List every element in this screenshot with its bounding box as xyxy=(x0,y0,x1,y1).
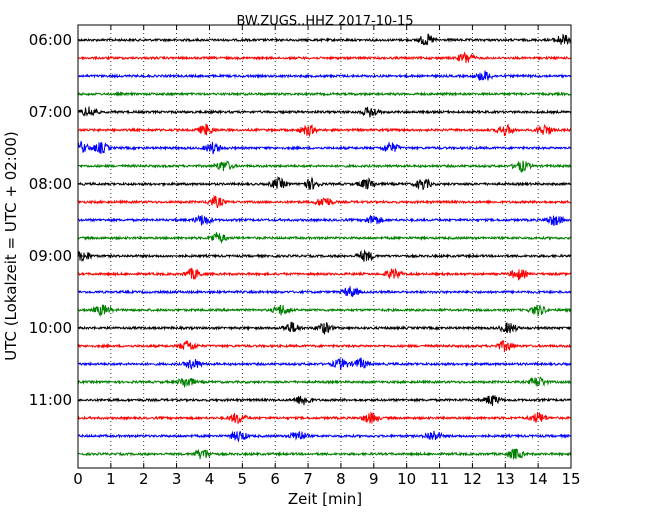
seismic-trace xyxy=(77,448,572,460)
x-tick-label: 7 xyxy=(303,470,313,488)
seismic-trace xyxy=(77,140,572,155)
x-tick-label: 5 xyxy=(238,470,248,488)
seismic-trace xyxy=(77,232,572,245)
seismic-trace xyxy=(77,357,572,370)
x-tick-label: 14 xyxy=(529,470,548,488)
y-tick-label: 10:00 xyxy=(29,319,72,337)
x-tick-label: 0 xyxy=(73,470,83,488)
x-tick-label: 11 xyxy=(430,470,449,488)
seismic-trace xyxy=(77,194,572,208)
seismic-trace xyxy=(77,339,572,353)
seismic-trace xyxy=(77,51,572,64)
seismic-trace xyxy=(77,123,572,138)
seismic-trace xyxy=(77,106,572,118)
x-tick-label: 2 xyxy=(139,470,149,488)
x-tick-label: 1 xyxy=(106,470,116,488)
y-tick-label: 11:00 xyxy=(29,391,72,409)
x-tick-label: 9 xyxy=(369,470,379,488)
x-tick-label: 6 xyxy=(270,470,280,488)
x-tick-label: 10 xyxy=(397,470,416,488)
seismic-trace xyxy=(77,214,572,226)
seismic-trace xyxy=(77,411,572,425)
y-tick-labels: 06:00 07:00 08:00 09:00 10:00 11:00 xyxy=(29,31,72,409)
seismic-trace xyxy=(77,321,572,335)
seismic-trace xyxy=(77,376,572,389)
seismic-trace xyxy=(77,430,572,443)
chart-title: BW.ZUGS..HHZ 2017-10-15 xyxy=(236,14,413,29)
seismic-trace xyxy=(77,70,572,81)
x-tick-label: 3 xyxy=(172,470,182,488)
x-tick-label: 8 xyxy=(336,470,346,488)
seismic-trace xyxy=(77,33,572,46)
x-tick-label: 12 xyxy=(463,470,482,488)
trace-group xyxy=(77,33,572,460)
y-axis-title: UTC (Lokalzeit = UTC + 02:00) xyxy=(2,131,20,361)
x-tick-label: 13 xyxy=(496,470,515,488)
plot-frame xyxy=(77,24,572,469)
seismic-trace xyxy=(77,286,572,297)
x-axis-title: Zeit [min] xyxy=(288,490,362,508)
x-tick-label: 15 xyxy=(561,470,580,488)
y-tick-label: 06:00 xyxy=(29,31,72,49)
y-tick-label: 07:00 xyxy=(29,103,72,121)
x-tick-label: 4 xyxy=(205,470,215,488)
seismic-trace xyxy=(77,394,572,406)
seismic-trace xyxy=(77,267,572,281)
seismic-trace xyxy=(77,304,572,318)
x-tick-labels: 0 1 2 3 4 5 6 7 8 9 10 11 12 13 14 15 xyxy=(73,470,580,488)
seismic-trace xyxy=(77,175,572,191)
y-tick-label: 08:00 xyxy=(29,175,72,193)
y-tick-label: 09:00 xyxy=(29,247,72,265)
seismic-trace xyxy=(77,159,572,174)
seismic-trace xyxy=(77,91,572,97)
seismic-trace xyxy=(77,249,572,263)
